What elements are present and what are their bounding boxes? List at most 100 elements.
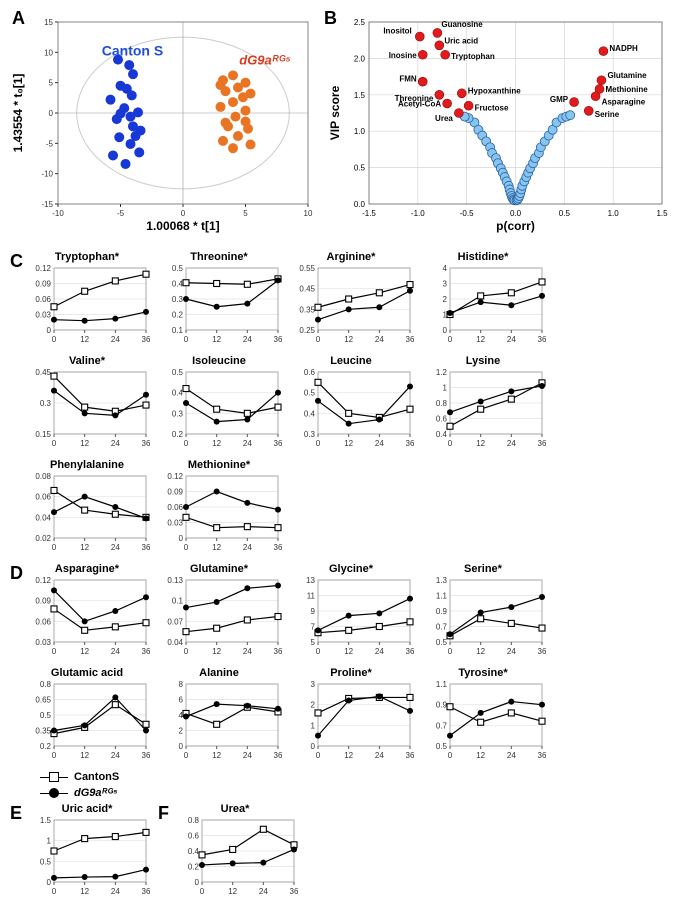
svg-text:12: 12 [80, 647, 89, 656]
svg-text:24: 24 [507, 335, 516, 344]
svg-text:1.5: 1.5 [656, 209, 668, 218]
svg-text:36: 36 [406, 439, 414, 448]
panel-b-label: B [324, 8, 337, 29]
svg-text:36: 36 [142, 887, 150, 896]
svg-text:36: 36 [274, 543, 282, 552]
svg-text:3: 3 [443, 280, 448, 289]
mini-title: Isoleucine [156, 355, 282, 367]
mini-title: Lysine [420, 355, 546, 367]
mini-chart: 024680122436 [156, 680, 282, 762]
svg-text:2.0: 2.0 [354, 54, 366, 63]
mini-chart: 00.030.060.090.120122436 [156, 472, 282, 554]
svg-text:0: 0 [316, 335, 321, 344]
svg-text:0.7: 0.7 [436, 721, 448, 730]
mini-title: Arginine* [288, 251, 414, 263]
mini-chart: 0.30.40.50.60122436 [288, 368, 414, 450]
svg-text:0: 0 [181, 209, 186, 218]
svg-text:24: 24 [243, 335, 252, 344]
svg-text:36: 36 [274, 751, 282, 760]
svg-text:0: 0 [316, 751, 321, 760]
svg-text:0.4: 0.4 [188, 847, 200, 856]
svg-text:36: 36 [142, 647, 150, 656]
svg-text:36: 36 [538, 439, 546, 448]
svg-text:0.0: 0.0 [510, 209, 522, 218]
svg-text:-5: -5 [117, 209, 125, 218]
svg-text:12: 12 [80, 887, 89, 896]
svg-text:Acetyl-CoA: Acetyl-CoA [398, 100, 441, 109]
svg-text:12: 12 [212, 439, 221, 448]
panel-b: B -1.5-1.0-0.50.00.51.01.50.00.51.01.52.… [324, 8, 669, 243]
svg-text:24: 24 [375, 751, 384, 760]
svg-text:FMN: FMN [399, 75, 417, 84]
svg-text:12: 12 [80, 335, 89, 344]
svg-text:-1.5: -1.5 [362, 209, 376, 218]
svg-text:0: 0 [184, 439, 189, 448]
mini-chart: 0.020.040.060.080122436 [24, 472, 150, 554]
svg-text:0.6: 0.6 [436, 415, 448, 424]
svg-text:24: 24 [243, 439, 252, 448]
section-label: D [10, 563, 23, 584]
svg-text:0.4: 0.4 [172, 389, 184, 398]
svg-text:0: 0 [47, 878, 52, 887]
mini-chart: 0.40.60.811.20122436 [420, 368, 546, 450]
svg-text:0.5: 0.5 [436, 638, 448, 647]
svg-text:-10: -10 [52, 209, 64, 218]
svg-text:0.2: 0.2 [40, 742, 52, 751]
svg-text:24: 24 [111, 751, 120, 760]
svg-text:0.03: 0.03 [35, 311, 51, 320]
mini-chart: 0.20.30.40.50122436 [156, 368, 282, 450]
svg-text:Inosine: Inosine [389, 51, 418, 60]
svg-text:36: 36 [538, 647, 546, 656]
svg-text:24: 24 [507, 751, 516, 760]
svg-text:0.09: 0.09 [35, 597, 51, 606]
svg-text:0.4: 0.4 [172, 280, 184, 289]
svg-text:0: 0 [52, 439, 57, 448]
svg-text:36: 36 [538, 335, 546, 344]
svg-text:24: 24 [243, 543, 252, 552]
svg-text:36: 36 [142, 335, 150, 344]
mini-title: Asparagine* [24, 563, 150, 575]
svg-text:12: 12 [476, 751, 485, 760]
svg-text:5: 5 [49, 79, 54, 88]
svg-text:0: 0 [52, 335, 57, 344]
svg-text:0: 0 [316, 647, 321, 656]
mini-title: Leucine [288, 355, 414, 367]
svg-text:0.13: 0.13 [167, 576, 183, 585]
svg-text:0.02: 0.02 [35, 534, 51, 543]
svg-text:2.5: 2.5 [354, 18, 366, 27]
svg-text:0.08: 0.08 [35, 472, 51, 481]
svg-text:0.12: 0.12 [35, 576, 51, 585]
svg-text:8: 8 [179, 680, 184, 689]
svg-text:-1.0: -1.0 [411, 209, 425, 218]
svg-text:36: 36 [274, 335, 282, 344]
svg-text:10: 10 [304, 209, 313, 218]
svg-text:5: 5 [243, 209, 248, 218]
mini-chart: 012340122436 [420, 264, 546, 346]
svg-text:Methionine: Methionine [605, 85, 648, 94]
svg-text:0.3: 0.3 [40, 399, 52, 408]
svg-text:24: 24 [507, 439, 516, 448]
svg-text:12: 12 [228, 887, 237, 896]
volcano-b: -1.5-1.0-0.50.00.51.01.50.00.51.01.52.02… [324, 8, 669, 238]
svg-text:Hypoxanthine: Hypoxanthine [468, 86, 521, 95]
mini-chart: 57911130122436 [288, 576, 414, 658]
svg-text:0.5: 0.5 [436, 742, 448, 751]
section-label: F [158, 803, 169, 824]
svg-text:2: 2 [179, 727, 184, 736]
mini-chart: 0.50.70.91.11.30122436 [420, 576, 546, 658]
svg-text:24: 24 [375, 439, 384, 448]
mini-title: Alanine [156, 667, 282, 679]
svg-text:12: 12 [212, 751, 221, 760]
svg-text:0: 0 [179, 742, 184, 751]
svg-text:24: 24 [111, 647, 120, 656]
svg-text:NADPH: NADPH [609, 44, 638, 53]
mini-title: Glycine* [288, 563, 414, 575]
svg-text:0: 0 [311, 742, 316, 751]
svg-text:0: 0 [184, 335, 189, 344]
svg-text:1: 1 [47, 837, 52, 846]
svg-text:24: 24 [375, 335, 384, 344]
svg-text:0: 0 [47, 326, 52, 335]
svg-text:Canton S: Canton S [102, 42, 163, 58]
svg-text:1.1: 1.1 [436, 680, 448, 689]
svg-text:24: 24 [259, 887, 268, 896]
